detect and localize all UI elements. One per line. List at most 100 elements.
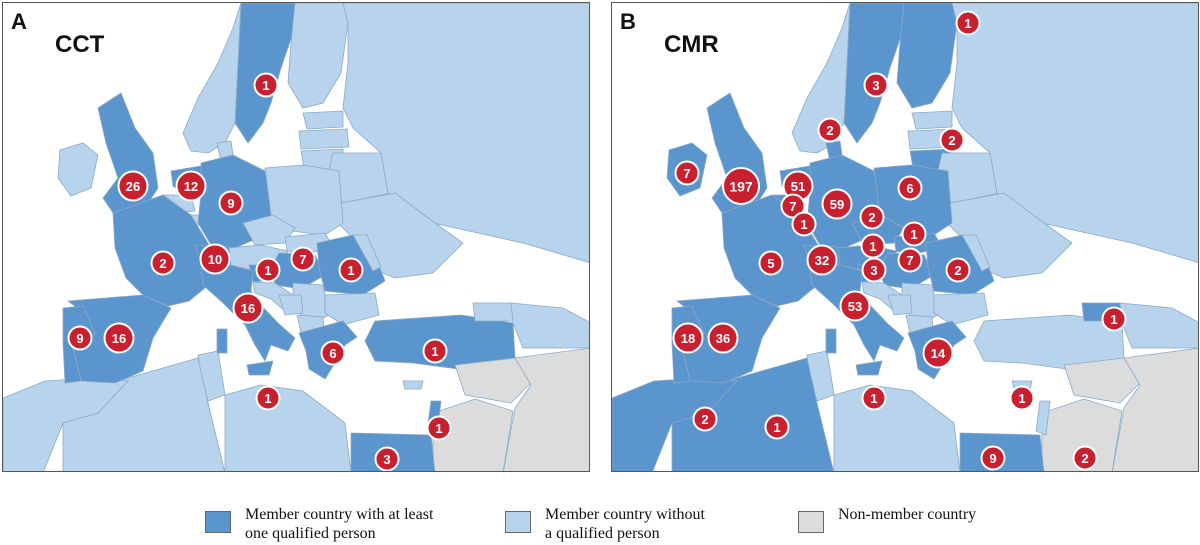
legend-item-non-member: Non-member country [798, 505, 976, 533]
panel-title: CMR [664, 31, 719, 58]
marker-circle [861, 385, 887, 411]
count-marker-netherlands: 51 [782, 170, 814, 202]
marker-count-label: 1 [347, 263, 354, 278]
country-russia [342, 3, 589, 263]
count-marker-czech-republic: 2 [859, 204, 885, 230]
map-panel-cct: 1 26 12 9 2 10 1 7 1 16 9 16 6 1 1 1 3 A CCT [2, 2, 590, 472]
legend-swatch [205, 511, 231, 533]
legend-swatch [798, 511, 824, 533]
country-syria [454, 357, 532, 404]
country-iraq-iran [502, 347, 589, 471]
marker-count-label: 3 [872, 78, 879, 93]
marker-count-label: 1 [870, 391, 877, 406]
marker-count-label: 2 [954, 263, 961, 278]
count-marker-libya: 1 [255, 385, 281, 411]
country-portugal [62, 305, 96, 384]
count-marker-austria: 1 [860, 233, 886, 259]
marker-count-label: 1 [869, 239, 876, 254]
marker-circle [764, 414, 790, 440]
marker-count-label: 9 [76, 331, 83, 346]
country-latvia [298, 128, 350, 150]
marker-circle [175, 170, 207, 202]
country-france [112, 194, 212, 307]
marker-count-label: 197 [729, 179, 753, 195]
marker-count-label: 2 [868, 210, 875, 225]
country-finland [287, 3, 349, 109]
count-marker-greece: 6 [320, 340, 346, 366]
count-marker-egypt: 9 [980, 445, 1006, 471]
marker-circle [338, 257, 364, 283]
marker-count-label: 7 [906, 253, 913, 268]
marker-circle [722, 167, 760, 205]
marker-circle [1072, 445, 1098, 471]
marker-count-label: 3 [383, 452, 390, 467]
land-layer [612, 3, 1198, 471]
count-marker-poland: 6 [897, 175, 923, 201]
count-marker-luxembourg: 1 [791, 211, 817, 237]
panel-title: CCT [55, 31, 105, 58]
count-marker-slovenia: 1 [255, 257, 281, 283]
marker-circle [320, 340, 346, 366]
legend-item-member-no-qualified: Member country without a qualified perso… [505, 505, 705, 543]
marker-circle [374, 446, 400, 471]
marker-count-label: 9 [227, 196, 234, 211]
legend-label: Non-member country [838, 506, 977, 523]
marker-count-label: 1 [435, 421, 442, 436]
marker-circle [150, 250, 176, 276]
marker-count-label: 2 [1081, 451, 1088, 466]
marker-circle [863, 72, 889, 98]
count-marker-united-kingdom: 26 [117, 170, 149, 202]
count-marker-france: 2 [150, 250, 176, 276]
country-finland [896, 3, 958, 109]
marker-count-label: 32 [815, 253, 829, 268]
count-marker-sweden: 1 [253, 72, 279, 98]
legend: Member country with at least one qualifi… [0, 505, 1200, 545]
marker-count-label: 59 [830, 197, 844, 212]
marker-circle [707, 322, 739, 354]
marker-count-label: 7 [299, 252, 306, 267]
count-marker-italy: 16 [232, 292, 264, 324]
marker-circle [1009, 385, 1035, 411]
legend-label: Member country without a qualified perso… [545, 506, 705, 542]
marker-circle [791, 211, 817, 237]
count-marker-netherlands: 12 [175, 170, 207, 202]
marker-circle [780, 193, 806, 219]
panel-letter: A [11, 9, 27, 34]
count-marker-libya: 1 [861, 385, 887, 411]
count-marker-saudi-arabia: 2 [1072, 445, 1098, 471]
country-norway [182, 3, 242, 154]
country-syria [1063, 357, 1141, 404]
marker-count-label: 1 [431, 344, 438, 359]
marker-count-label: 1 [800, 217, 807, 232]
marker-count-label: 1 [910, 227, 917, 242]
country-cyprus [402, 380, 424, 390]
marker-circle [945, 257, 971, 283]
country-sardinia [825, 328, 837, 354]
country-morocco [3, 377, 129, 471]
marker-count-label: 1 [262, 78, 269, 93]
country-czech-republic [242, 214, 296, 246]
country-russia [951, 3, 1198, 263]
marker-circle [861, 257, 887, 283]
marker-layer: 1 26 12 9 2 10 1 7 1 16 9 16 6 1 1 1 3 [67, 72, 452, 471]
country-iraq-iran [1111, 347, 1198, 471]
marker-circle [103, 322, 135, 354]
country-sicily [855, 360, 883, 376]
marker-count-label: 9 [989, 451, 996, 466]
marker-count-label: 51 [791, 179, 805, 194]
marker-circle [897, 247, 923, 273]
count-marker-egypt: 3 [374, 446, 400, 471]
marker-circle [839, 290, 871, 322]
country-norway [791, 3, 851, 154]
count-marker-israel: 1 [426, 415, 452, 441]
marker-circle [758, 250, 784, 276]
count-marker-slovenia: 3 [861, 257, 887, 283]
count-marker-united-kingdom: 197 [722, 167, 760, 205]
count-marker-portugal: 9 [67, 325, 93, 351]
legend-label: Member country with at least one qualifi… [245, 506, 434, 542]
marker-count-label: 16 [241, 301, 255, 316]
count-marker-romania: 2 [945, 257, 971, 283]
marker-circle [817, 117, 843, 143]
marker-count-label: 5 [767, 256, 774, 271]
